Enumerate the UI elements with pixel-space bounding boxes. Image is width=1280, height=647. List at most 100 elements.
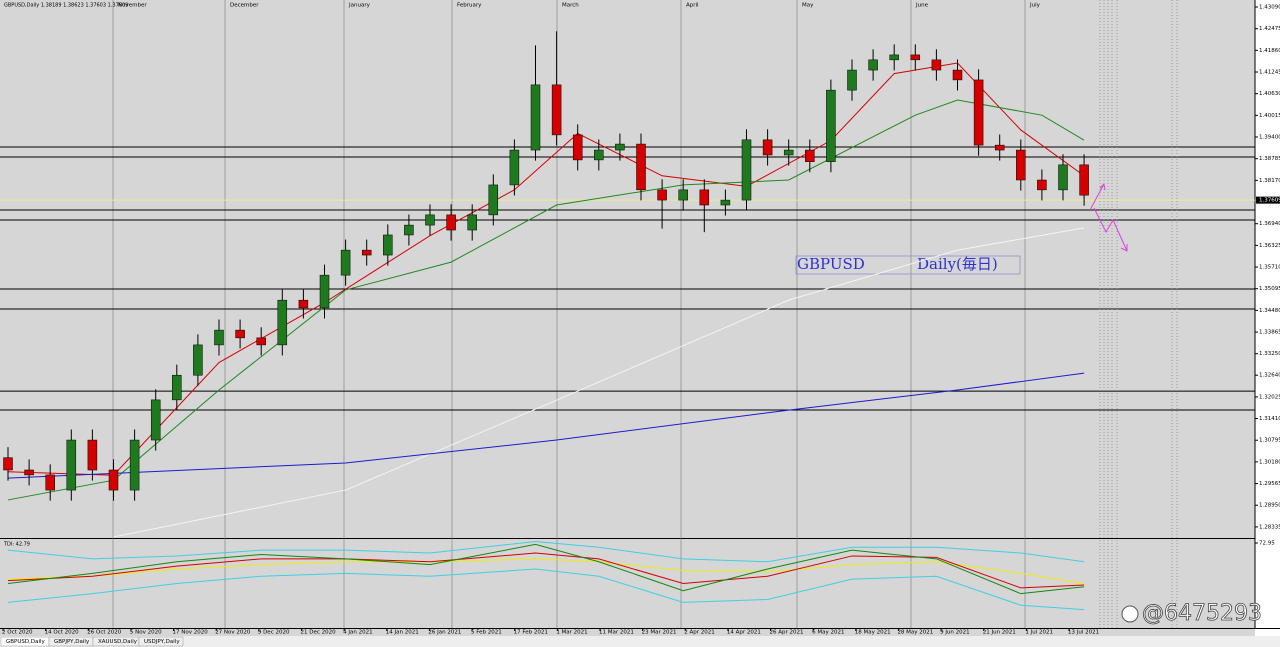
x-tick-label: 11 Mar 2021 xyxy=(599,630,634,636)
candle-body xyxy=(108,469,119,491)
x-tick-label: 26 Apr 2021 xyxy=(770,630,804,636)
x-tick-label: 2 Oct 2020 xyxy=(2,630,33,636)
arrow-head xyxy=(1099,182,1106,191)
candle-body xyxy=(530,84,541,151)
y-tick-label: 1.30795 xyxy=(1259,438,1280,444)
x-tick-label: 27 Nov 2020 xyxy=(215,630,251,636)
candle-body xyxy=(615,143,625,151)
moving-average xyxy=(113,227,1085,538)
candle-body xyxy=(1037,179,1047,191)
y-tick-label: 1.36940 xyxy=(1259,221,1280,227)
candle-body xyxy=(826,89,836,162)
candle-body xyxy=(931,59,942,71)
y-tick-label: 1.38785 xyxy=(1259,156,1280,162)
candle-body xyxy=(87,439,98,471)
candle-body xyxy=(1016,149,1026,181)
candle-body xyxy=(889,54,899,61)
y-tick-label: 1.35095 xyxy=(1259,286,1280,292)
candle-body xyxy=(657,189,667,201)
candle-body xyxy=(45,474,55,491)
candle-body xyxy=(636,143,646,191)
candle-body xyxy=(298,299,309,309)
candle-body xyxy=(383,234,393,256)
month-label: December xyxy=(230,3,259,9)
y-tick-label: 1.42475 xyxy=(1259,26,1280,32)
y-tick-label: 1.33250 xyxy=(1259,351,1280,357)
candle-body xyxy=(404,224,414,236)
candle-body xyxy=(340,249,351,276)
drawn-arrows xyxy=(1089,182,1128,252)
x-tick-label: 1 Jul 2021 xyxy=(1025,630,1053,636)
candle-body xyxy=(699,189,710,206)
chart-bg xyxy=(0,0,1255,628)
y-tick-label: 1.38170 xyxy=(1259,178,1280,184)
x-tick-label: 1 Mar 2021 xyxy=(556,630,587,636)
month-label: July xyxy=(1029,3,1041,9)
x-tick-label: 14 Oct 2020 xyxy=(45,630,80,636)
moving-average xyxy=(7,372,1085,479)
x-tick-label: 13 Jul 2021 xyxy=(1068,630,1099,636)
candle-body xyxy=(952,69,963,81)
y-tick-label: 1.33865 xyxy=(1259,330,1280,336)
arrow xyxy=(1093,207,1128,252)
candle-body xyxy=(66,439,77,491)
candle-body xyxy=(1079,164,1089,196)
y-tick-label: 1.34480 xyxy=(1259,308,1280,314)
candle-body xyxy=(551,84,562,136)
candle-body xyxy=(277,299,288,346)
x-tick-label: 5 Nov 2020 xyxy=(130,630,162,636)
month-label: March xyxy=(562,3,579,9)
month-label: May xyxy=(802,3,814,9)
x-tick-label: 21 Dec 2020 xyxy=(300,630,336,636)
y-tick-label: 1.35710 xyxy=(1259,265,1280,271)
candle-body xyxy=(193,344,203,376)
candle-body xyxy=(847,69,857,91)
candle-body xyxy=(762,139,773,156)
indicator-line xyxy=(7,558,1085,584)
candle-body xyxy=(425,214,435,226)
indicator-line xyxy=(7,543,1085,595)
current-price-box xyxy=(1256,196,1280,204)
month-label: June xyxy=(915,3,929,9)
tab[interactable] xyxy=(138,636,184,647)
tab-label: USDJPY,Daily xyxy=(144,639,180,645)
candle-body xyxy=(235,329,245,339)
tab-bar xyxy=(0,636,1280,647)
price-axis-bg xyxy=(1255,0,1280,647)
watermark: @6475293 xyxy=(1142,601,1262,626)
tab-label: XAUUSD,Daily xyxy=(98,639,138,645)
tab-label: GBPJPY,Daily xyxy=(54,639,90,645)
annotation: GBPUSD xyxy=(797,255,865,273)
chart-header: GBPUSD,Daily 1.38189 1.38623 1.37603 1.3… xyxy=(4,3,128,9)
y-tick-label: 1.32025 xyxy=(1259,394,1280,400)
candle-body xyxy=(572,134,583,161)
month-label: April xyxy=(686,3,699,9)
candle-body xyxy=(1058,164,1068,191)
x-tick-label: 17 Nov 2020 xyxy=(173,630,209,636)
x-tick-label: 4 Jan 2021 xyxy=(343,630,372,636)
arrow xyxy=(1089,183,1105,211)
candle-body xyxy=(678,189,688,201)
month-label: February xyxy=(457,3,482,9)
candle-body xyxy=(509,149,520,186)
candle-body xyxy=(594,149,604,161)
x-tick-label: 9 Jun 2021 xyxy=(940,630,970,636)
y-tick-label: 1.40630 xyxy=(1259,91,1280,97)
x-tick-label: 28 May 2021 xyxy=(897,630,933,636)
candle-body xyxy=(256,337,266,346)
candle-body xyxy=(129,439,140,491)
candle-body xyxy=(319,274,330,309)
x-tick-label: 26 Jan 2021 xyxy=(428,630,461,636)
indicator-line xyxy=(7,568,1085,611)
y-tick-label: 1.43090 xyxy=(1259,4,1280,10)
candle-body xyxy=(24,469,34,476)
x-tick-label: 26 Oct 2020 xyxy=(87,630,122,636)
x-tick-label: 9 Dec 2020 xyxy=(258,630,290,636)
logo xyxy=(1121,605,1139,623)
month-label: November xyxy=(118,3,147,9)
candle-body xyxy=(3,457,13,471)
y-tick-label: 1.41860 xyxy=(1259,48,1280,54)
candle-body xyxy=(973,79,984,146)
y-tick-label: 1.31410 xyxy=(1259,416,1280,422)
